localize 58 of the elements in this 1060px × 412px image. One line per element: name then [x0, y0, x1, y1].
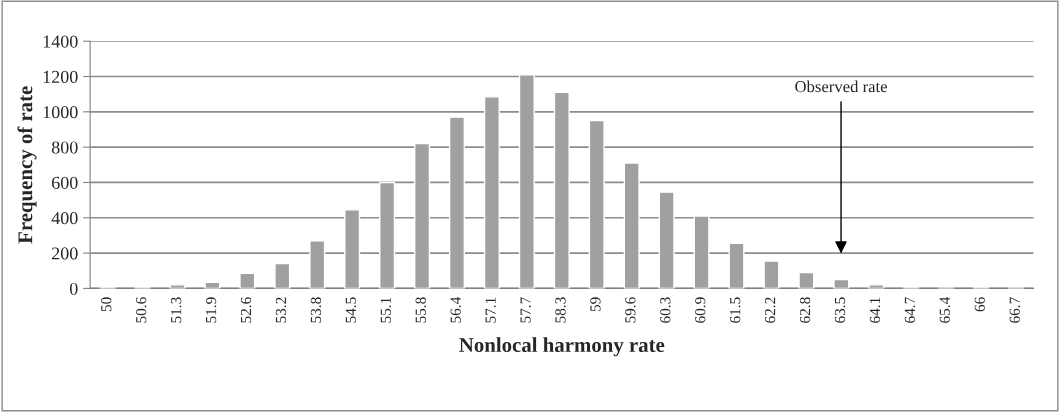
x-axis-title: Nonlocal harmony rate — [459, 337, 665, 357]
x-tick-label: 63.5 — [834, 297, 846, 323]
x-tick-label: 61.5 — [730, 297, 741, 323]
bar — [239, 272, 256, 289]
y-tick-label: 1400 — [43, 35, 78, 48]
x-tick-label: 52.6 — [240, 297, 252, 323]
y-tick-label: 200 — [52, 247, 78, 260]
x-tick-label: 53.8 — [310, 297, 322, 323]
bar — [448, 116, 466, 289]
bar — [693, 215, 710, 289]
bar — [344, 209, 361, 289]
bar — [274, 262, 291, 289]
x-tick-label: 62.8 — [799, 297, 811, 323]
bar — [658, 191, 675, 289]
x-tick-label: 60.3 — [660, 297, 671, 323]
bar — [798, 271, 815, 289]
bar — [553, 91, 570, 289]
x-tick-label: 50.6 — [136, 297, 147, 323]
y-axis-title: Frequency of rate — [17, 86, 37, 244]
x-tick-label: 53.2 — [275, 297, 287, 323]
x-tick-label: 55.1 — [380, 297, 391, 323]
bar — [483, 96, 500, 289]
bar — [868, 284, 885, 289]
bar — [414, 142, 431, 289]
y-tick-label: 400 — [51, 212, 78, 225]
x-tick-label: 59.6 — [625, 297, 636, 323]
x-tick-label: 51.9 — [205, 297, 217, 323]
x-tick-label: 57.7 — [520, 297, 531, 323]
y-tick-label: 1000 — [43, 106, 78, 119]
x-tick-label: 65.4 — [939, 296, 951, 323]
x-tick-label: 60.9 — [695, 297, 706, 323]
x-tick-label: 62.2 — [765, 297, 776, 323]
bar — [169, 284, 186, 289]
x-tick-label: 51.3 — [171, 297, 182, 323]
y-tick-label: 1200 — [43, 70, 78, 83]
y-tick-label: 600 — [51, 176, 78, 189]
bar — [833, 278, 850, 289]
x-tick-label: 55.8 — [415, 297, 426, 323]
x-tick-label: 64.1 — [869, 297, 881, 323]
annotation: Observed rate — [795, 80, 887, 93]
bar — [728, 242, 745, 289]
x-tick-label: 50 — [101, 297, 112, 312]
y-tick-label: 800 — [51, 141, 78, 154]
x-tick-label: 58.3 — [555, 297, 566, 323]
x-tick-label: 57.1 — [485, 297, 496, 323]
x-tick-label: 66 — [974, 297, 985, 312]
bar — [623, 162, 640, 289]
bar — [309, 240, 326, 289]
x-tick-label: 56.4 — [450, 296, 461, 323]
x-tick-label: 66.7 — [1009, 297, 1020, 323]
bar — [763, 260, 780, 289]
bar — [379, 181, 396, 289]
x-tick-label: 64.7 — [904, 297, 916, 323]
x-tick-label: 54.5 — [345, 297, 357, 323]
bar — [518, 74, 535, 289]
bar — [588, 119, 605, 289]
x-tick-label: 59 — [590, 297, 601, 312]
y-tick-label: 0 — [69, 282, 78, 295]
